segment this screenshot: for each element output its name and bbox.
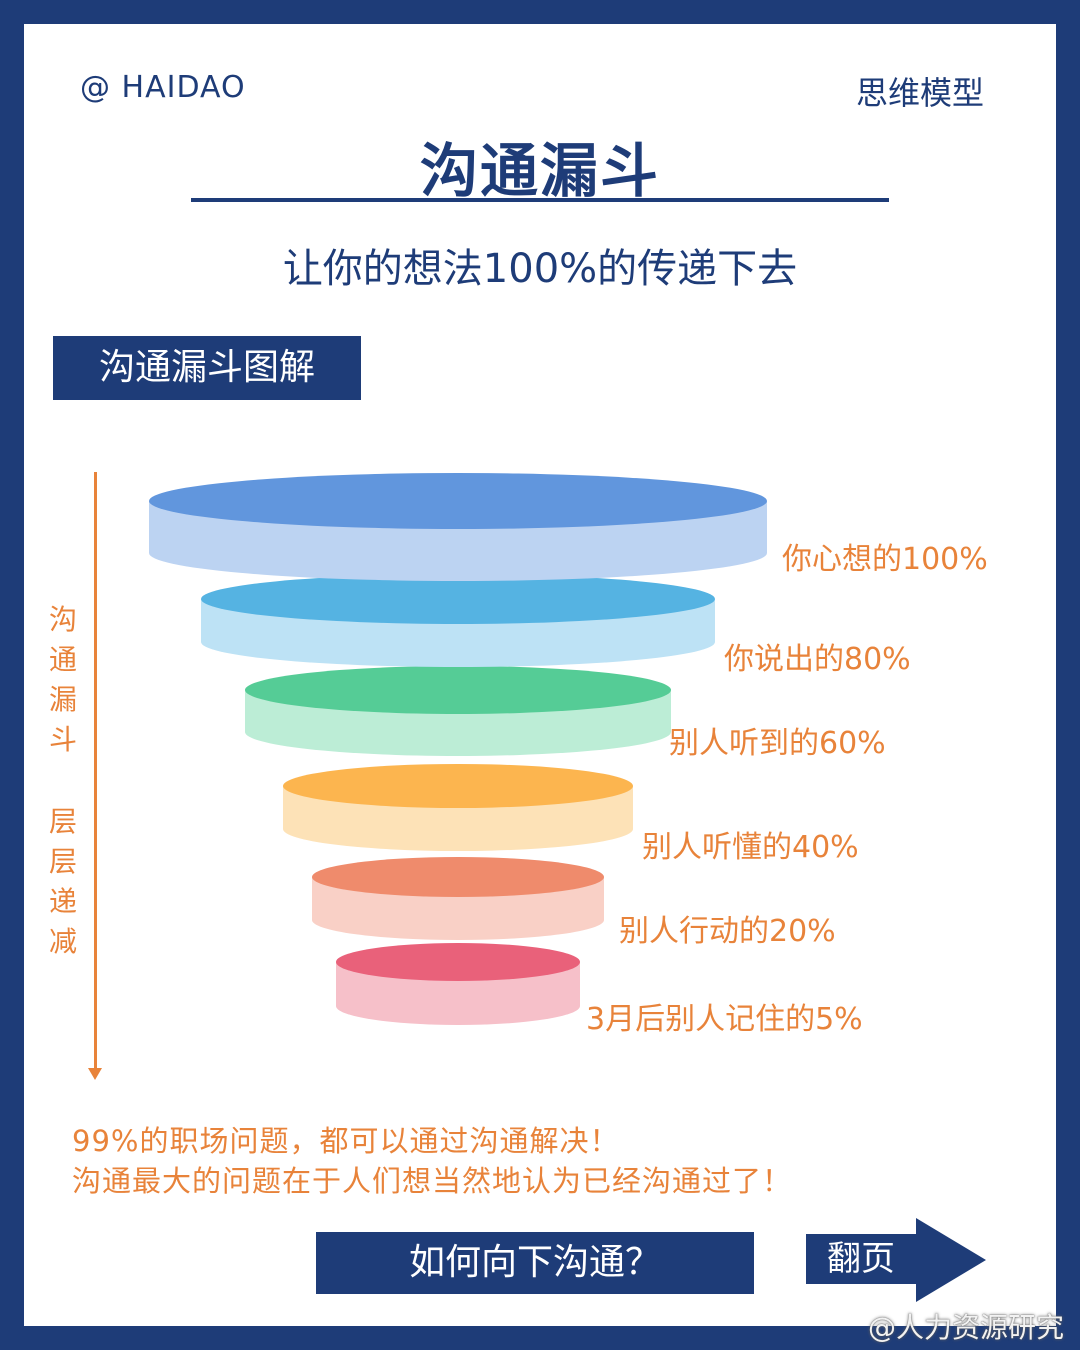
funnel-layer [312,857,604,940]
side-text-funnel: 沟通漏斗 [48,603,77,756]
next-page-arrow[interactable] [806,1234,916,1284]
note-line-2: 沟通最大的问题在于人们想当然地认为已经沟通过了！ [72,1164,793,1198]
funnel-layer-label: 3月后别人记住的5% [586,1002,863,1037]
funnel-layer-top [312,857,604,897]
downward-communication-button[interactable]: 如何向下沟通？ [316,1232,754,1294]
watermark: @人力资源研究 [867,1311,1064,1344]
category-label: 思维模型 [855,74,984,112]
funnel-layer-label: 别人行动的20% [619,914,836,949]
funnel-layer [245,666,671,756]
brand-handle: @ HAIDAO [80,70,246,105]
funnel-layer-label: 你心想的100% [782,542,988,577]
arrow-right-icon[interactable] [916,1218,986,1302]
funnel-layer-label: 别人听懂的40% [642,830,859,865]
funnel-layer-top [149,473,767,529]
section-label: 沟通漏斗图解 [53,336,361,400]
funnel-layer-label: 你说出的80% [724,642,911,677]
funnel-layer [336,943,580,1025]
title-underline [191,198,889,202]
down-arrow-icon [88,1068,102,1080]
page-subtitle: 让你的想法100%的传递下去 [282,246,798,292]
funnel-layer-label: 别人听到的60% [669,726,886,761]
funnel-layer-top [336,943,580,981]
down-arrow-line [94,472,97,1070]
next-page-button[interactable]: 翻页 [827,1239,895,1279]
poster-card: @ HAIDAO 思维模型 沟通漏斗 让你的想法100%的传递下去 沟通漏斗图解… [24,24,1064,1344]
funnel-layer [201,574,715,667]
funnel-layer-top [201,574,715,624]
funnel-layer-top [245,666,671,714]
note-line-1: 99%的职场问题，都可以通过沟通解决！ [72,1124,620,1158]
side-text-decreasing: 层层递减 [48,805,77,958]
funnel-layer-top [283,764,633,808]
funnel-layer [283,764,633,851]
page-title: 沟通漏斗 [419,137,660,205]
funnel-diagram [149,473,767,1025]
funnel-layer [149,473,767,581]
